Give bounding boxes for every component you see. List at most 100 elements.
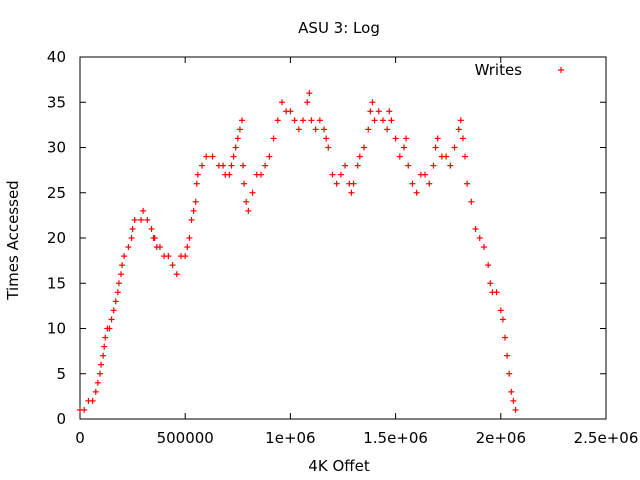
data-point xyxy=(325,144,332,151)
chart-title: ASU 3: Log xyxy=(298,19,380,37)
y-tick-label: 25 xyxy=(47,184,66,202)
data-point xyxy=(321,126,328,133)
data-point xyxy=(101,343,108,350)
data-point xyxy=(504,352,511,359)
data-point xyxy=(304,99,311,106)
data-point xyxy=(165,253,172,260)
data-point xyxy=(405,162,412,169)
data-point xyxy=(119,262,126,269)
data-point xyxy=(295,126,302,133)
data-point xyxy=(350,180,357,187)
legend: Writes xyxy=(475,61,564,79)
data-point xyxy=(234,135,241,142)
data-point xyxy=(430,162,437,169)
y-axis-label: Times Accessed xyxy=(4,180,22,300)
data-point xyxy=(413,189,420,196)
data-point xyxy=(184,244,191,251)
data-point xyxy=(369,99,376,106)
data-points xyxy=(77,90,519,413)
data-point xyxy=(203,153,210,160)
data-point xyxy=(426,180,433,187)
x-tick-label: 1e+06 xyxy=(265,429,315,447)
y-tick-label: 10 xyxy=(47,320,66,338)
data-point xyxy=(510,397,517,404)
data-point xyxy=(140,207,147,214)
legend-marker-symbol xyxy=(558,67,564,73)
data-point xyxy=(194,171,201,178)
data-point xyxy=(148,225,155,232)
data-point xyxy=(468,198,475,205)
data-point xyxy=(422,171,429,178)
data-point xyxy=(156,244,163,251)
data-point xyxy=(199,162,206,169)
data-point xyxy=(361,144,368,151)
data-point xyxy=(287,108,294,115)
data-point xyxy=(291,117,298,124)
data-point xyxy=(236,126,243,133)
data-point xyxy=(121,253,128,260)
data-point xyxy=(188,216,195,223)
data-point xyxy=(312,126,319,133)
data-point xyxy=(497,307,504,314)
data-point xyxy=(114,289,121,296)
data-point xyxy=(506,370,513,377)
data-point xyxy=(190,207,197,214)
data-point xyxy=(220,162,227,169)
y-tick-label: 0 xyxy=(56,410,66,428)
y-axis-ticks: 0 5 10 15 20 25 30 35 40 xyxy=(47,48,606,428)
data-point xyxy=(118,271,125,278)
data-point xyxy=(485,262,492,269)
data-point xyxy=(193,180,200,187)
data-point xyxy=(125,244,132,251)
data-point xyxy=(262,162,269,169)
data-point xyxy=(367,108,374,115)
data-point xyxy=(434,135,441,142)
data-point xyxy=(270,135,277,142)
data-point xyxy=(228,162,235,169)
data-point xyxy=(243,198,250,205)
data-point xyxy=(100,352,107,359)
data-point xyxy=(131,216,138,223)
data-point xyxy=(409,180,416,187)
data-point xyxy=(443,153,450,160)
data-point xyxy=(306,90,313,97)
data-point xyxy=(144,216,151,223)
data-point xyxy=(81,406,88,413)
data-point xyxy=(356,153,363,160)
data-point xyxy=(476,235,483,241)
y-tick-label: 20 xyxy=(47,229,66,247)
data-point xyxy=(462,153,469,160)
data-point xyxy=(94,379,101,386)
data-point xyxy=(192,198,199,205)
data-point xyxy=(232,144,239,151)
data-point xyxy=(112,298,119,305)
data-point xyxy=(274,117,281,124)
data-point xyxy=(447,162,454,169)
data-point xyxy=(493,289,500,296)
y-tick-label: 35 xyxy=(47,93,66,111)
data-point xyxy=(257,171,264,178)
data-point xyxy=(226,171,233,178)
data-point xyxy=(455,126,462,133)
data-point xyxy=(342,162,349,169)
data-point xyxy=(249,189,256,196)
data-point xyxy=(128,235,135,241)
data-point xyxy=(173,271,180,278)
data-point xyxy=(457,117,464,124)
data-point xyxy=(278,99,285,106)
data-point xyxy=(98,361,105,368)
data-point xyxy=(102,334,109,341)
data-point xyxy=(464,180,471,187)
data-point xyxy=(316,117,323,124)
data-point xyxy=(169,262,176,269)
data-point xyxy=(308,117,315,124)
data-point xyxy=(379,117,386,124)
data-point xyxy=(115,280,122,287)
y-tick-label: 40 xyxy=(47,48,66,66)
data-point xyxy=(106,325,113,332)
x-tick-label: 2.5e+06 xyxy=(574,429,639,447)
x-tick-label: 1.5e+06 xyxy=(363,429,428,447)
